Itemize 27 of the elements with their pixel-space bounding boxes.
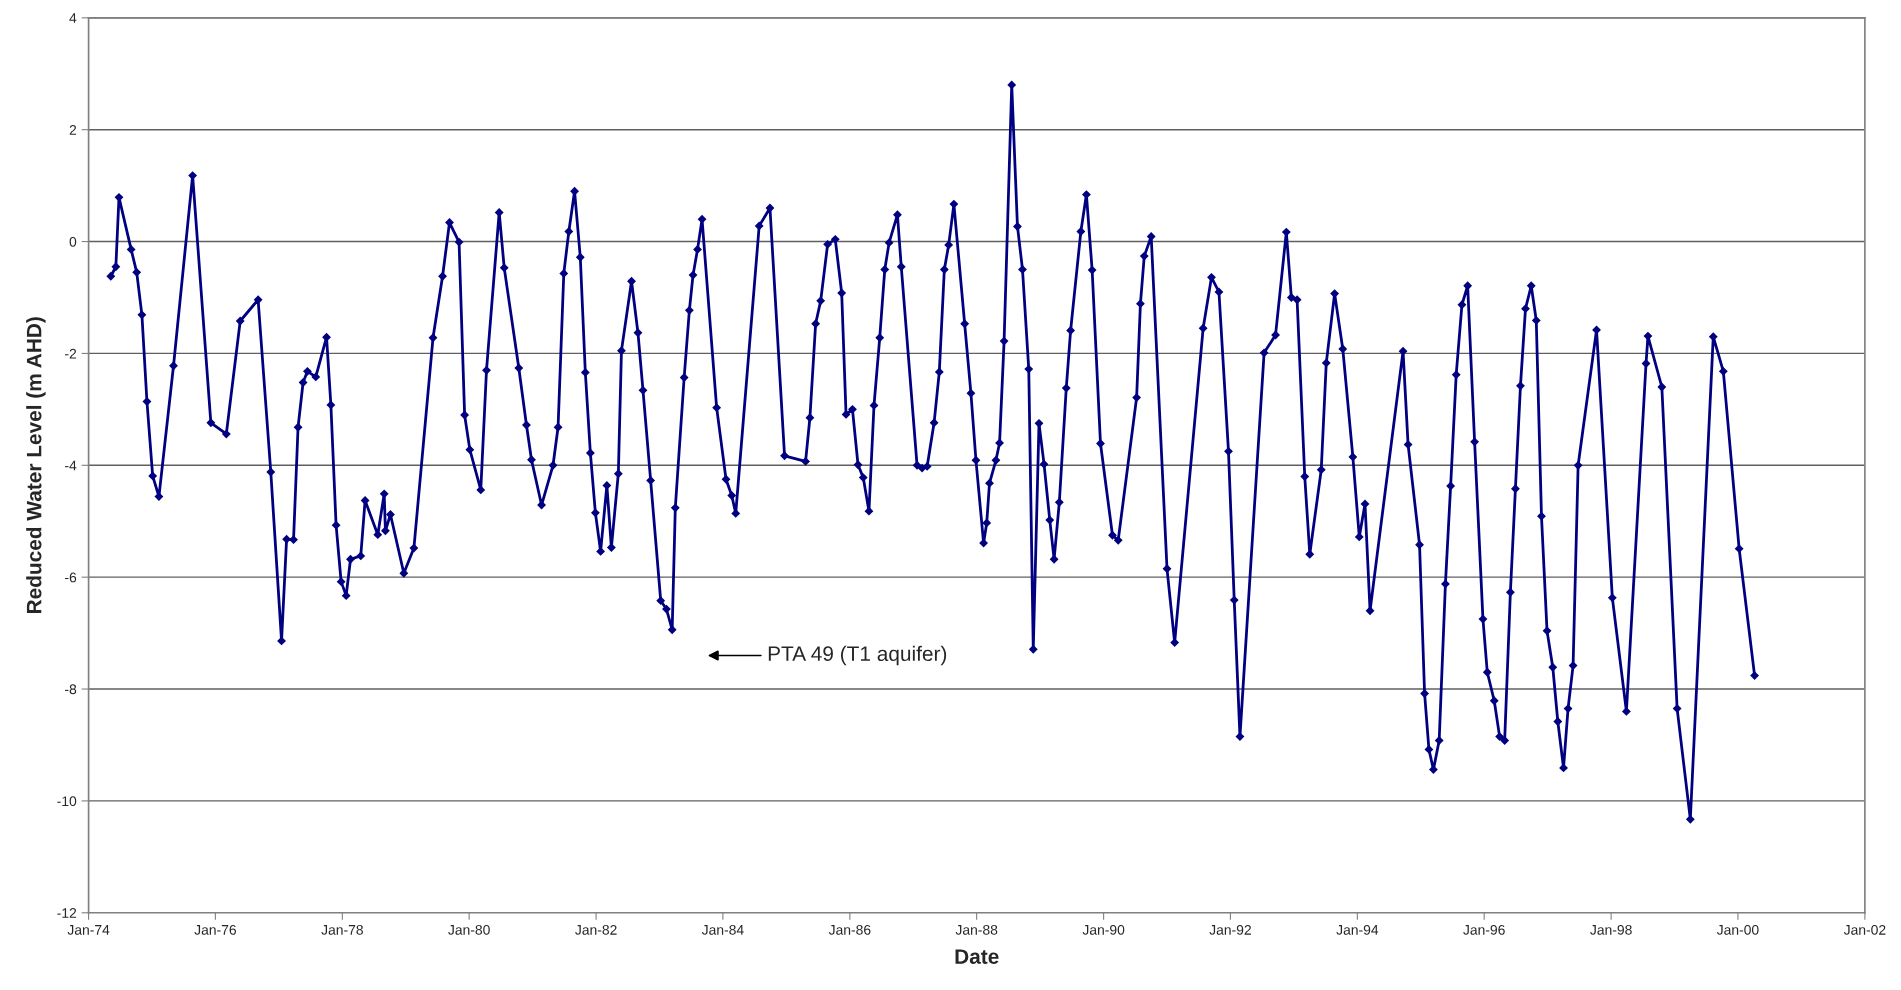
x-tick-label: Jan-78 xyxy=(321,924,363,935)
x-tick-label: Jan-92 xyxy=(1209,924,1251,935)
y-tick-label: 2 xyxy=(69,125,77,135)
y-tick-label: -6 xyxy=(65,572,77,583)
x-tick-label: Jan-98 xyxy=(1590,924,1632,935)
x-tick-label: Jan-76 xyxy=(194,924,236,935)
y-tick-label: -2 xyxy=(65,348,77,359)
y-axis-title: Reduced Water Level (m AHD) xyxy=(26,317,46,614)
x-tick-label: Jan-96 xyxy=(1463,924,1505,935)
x-tick-label: Jan-02 xyxy=(1843,924,1886,935)
x-axis-title: Date xyxy=(955,949,999,964)
x-tick-label: Jan-86 xyxy=(828,924,871,935)
x-tick-label: Jan-84 xyxy=(701,924,744,935)
y-tick-label: -12 xyxy=(57,908,77,918)
annotation: PTA 49 (T1 aquifer) xyxy=(768,645,947,666)
y-tick-label: -10 xyxy=(57,796,77,807)
x-tick-label: Jan-94 xyxy=(1336,924,1379,935)
x-tick-label: Jan-00 xyxy=(1716,924,1759,935)
y-tick-label: -8 xyxy=(65,684,77,695)
x-tick-label: Jan-90 xyxy=(1082,924,1125,935)
y-tick-label: 0 xyxy=(69,236,77,247)
x-tick-label: Jan-88 xyxy=(955,924,998,935)
y-tick-label: 4 xyxy=(69,13,77,23)
y-tick-label: -4 xyxy=(65,460,77,471)
x-tick-label: Jan-74 xyxy=(67,925,110,935)
x-tick-label: Jan-80 xyxy=(448,924,490,935)
x-tick-label: Jan-82 xyxy=(575,924,617,935)
